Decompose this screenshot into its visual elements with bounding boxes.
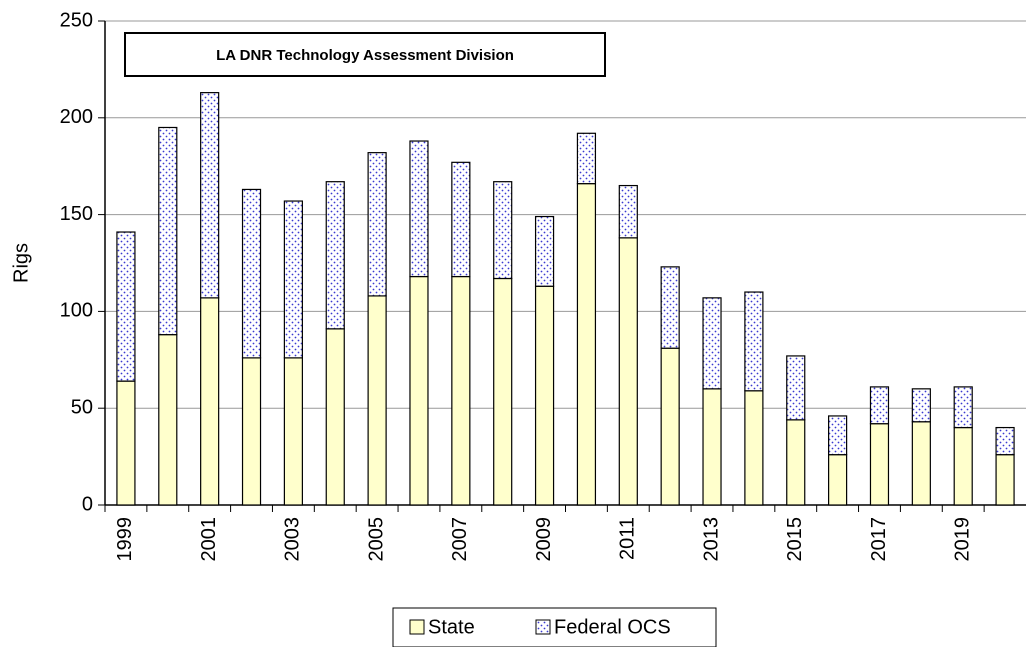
bar-segment: [702, 297, 722, 390]
bar-segment: [409, 140, 429, 278]
bar-segment: [618, 184, 638, 239]
x-tick-label: 2017: [868, 517, 890, 562]
legend-box: [392, 607, 717, 647]
bar-segment: [660, 266, 680, 349]
bar-segment: [744, 390, 764, 506]
bar-segment: [953, 426, 973, 506]
bar-segment: [576, 132, 597, 185]
x-tick-label: 2011: [617, 517, 639, 560]
bar-segment: [367, 295, 387, 506]
x-tick-label: 2015: [784, 517, 806, 562]
bar-segment: [200, 297, 220, 506]
x-tick-label: 2005: [365, 517, 387, 562]
bar-segment: [116, 231, 136, 382]
y-tick-label: 200: [60, 106, 93, 128]
bar-segment: [744, 291, 764, 392]
bar-segment: [534, 215, 555, 287]
annotation-box: [124, 32, 606, 77]
bar-segment: [702, 388, 722, 506]
y-tick-label: 0: [82, 493, 93, 515]
bar-segment: [241, 188, 262, 359]
bar-segment: [911, 388, 931, 423]
bar-segment: [869, 423, 890, 506]
bar-segment: [911, 421, 931, 506]
bar-segment: [409, 275, 429, 506]
bar-segment: [828, 454, 848, 506]
bar-segment: [953, 386, 973, 429]
bar-segment: [451, 275, 471, 506]
bar-segment: [660, 347, 680, 506]
bar-segment: [828, 415, 848, 456]
bar-segment: [451, 161, 471, 278]
bar-segment: [241, 357, 262, 506]
bar-segment: [200, 92, 220, 299]
y-axis-label: Rigs: [10, 243, 32, 283]
y-tick-label: 100: [60, 300, 93, 322]
bar-segment: [325, 328, 345, 506]
x-tick-label: 2001: [198, 517, 220, 562]
bar-segment: [493, 277, 513, 506]
y-tick-label: 50: [71, 396, 93, 418]
legend-swatch: [409, 619, 425, 635]
bar-segment: [995, 426, 1015, 456]
x-tick-label: 2009: [533, 517, 555, 562]
bar-segment: [158, 334, 178, 506]
bar-segment: [116, 380, 136, 506]
bar-segment: [283, 200, 303, 359]
bar-segment: [869, 386, 890, 425]
bar-segment: [618, 237, 638, 506]
bar-segment: [786, 355, 806, 421]
x-tick-label: 2007: [449, 517, 471, 562]
bar-segment: [576, 183, 597, 506]
y-tick-label: 250: [60, 9, 93, 31]
bar-segment: [534, 285, 555, 506]
legend-label: State: [428, 616, 475, 638]
annotation: LA DNR Technology Assessment Division: [216, 47, 514, 64]
x-tick-label: 2013: [700, 517, 722, 562]
legend-label: Federal OCS: [554, 616, 671, 638]
x-tick-label: 2019: [951, 517, 973, 562]
x-tick-label: 2003: [282, 517, 304, 562]
bar-segment: [493, 181, 513, 280]
bar-segment: [786, 419, 806, 506]
legend-swatch: [535, 619, 551, 635]
bar-segment: [158, 126, 178, 336]
bar-segment: [367, 152, 387, 297]
x-tick-label: 1999: [114, 517, 136, 562]
bar-segment: [995, 454, 1015, 506]
bar-segment: [325, 181, 345, 330]
bar-segment: [283, 357, 303, 506]
y-tick-label: 150: [60, 203, 93, 225]
